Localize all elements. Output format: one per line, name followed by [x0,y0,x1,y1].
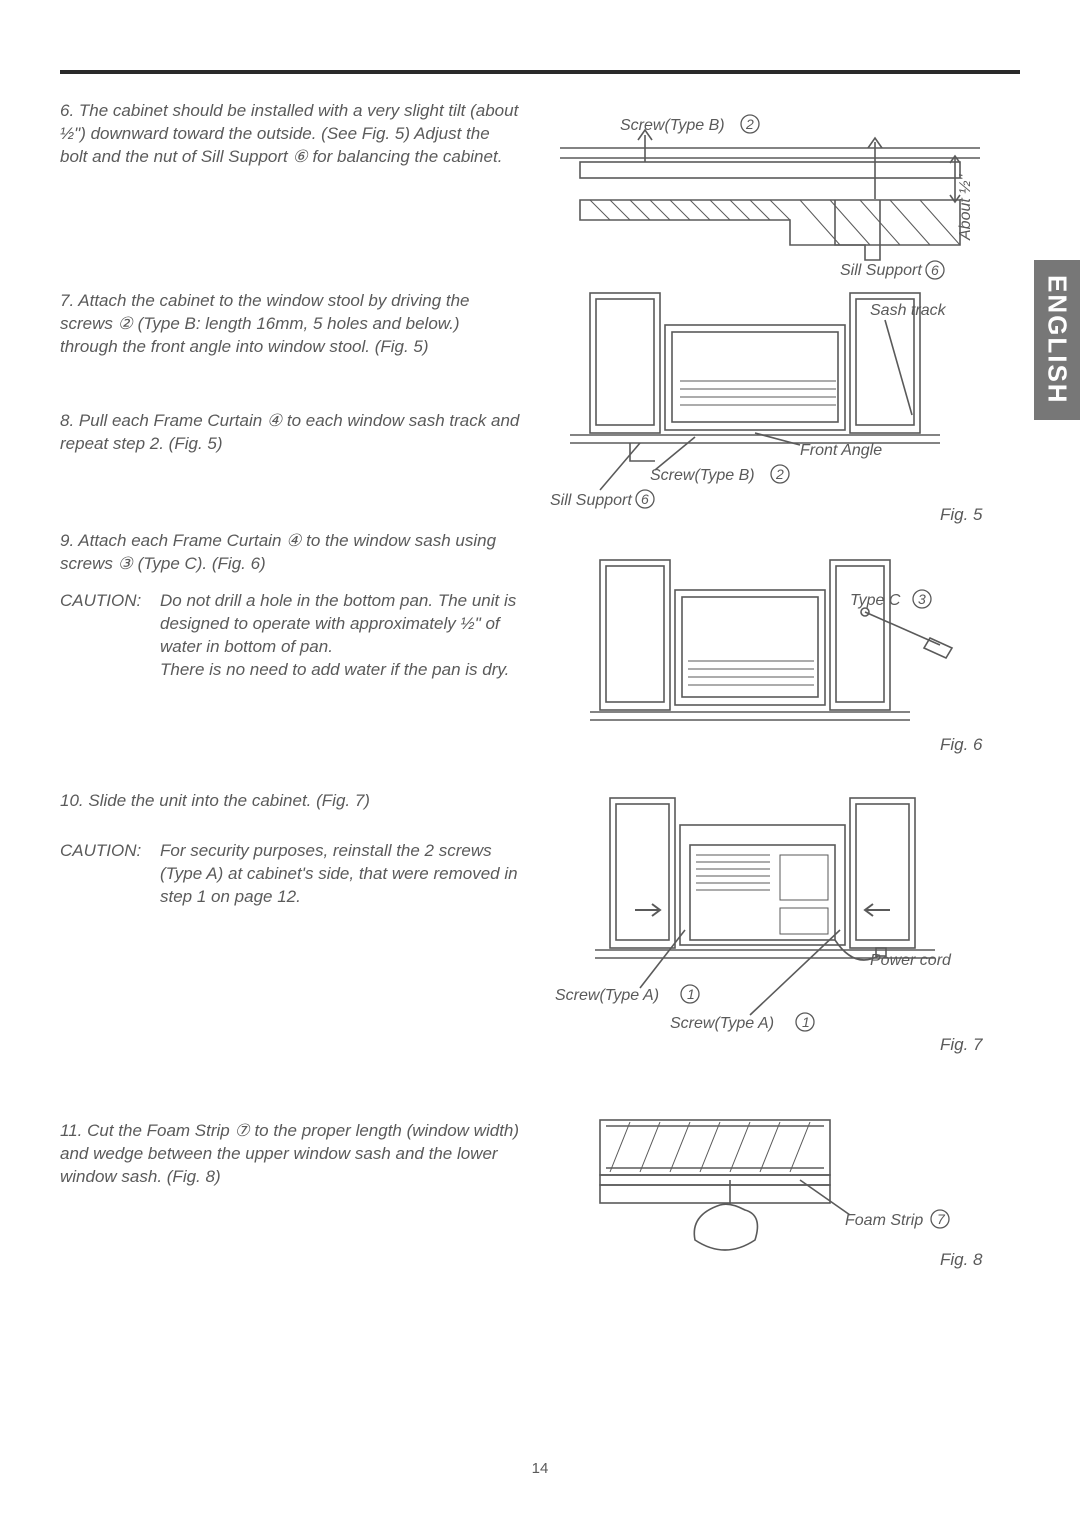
fig5-top-svg: Screw(Type B) 2 About ½" Sill Support 6 [540,100,1000,285]
screw-b-label: Screw(Type B) [650,467,755,484]
caution-2: CAUTION: For security purposes, reinstal… [60,840,520,909]
fig5-caption: Fig. 5 [940,505,983,525]
fig7-caption: Fig. 7 [940,1035,983,1055]
fig5-lower: Sash track Front Angle Screw(Type B) 2 S… [540,285,1000,520]
fig8-svg: Foam Strip 7 [570,1110,990,1265]
step-10: 10. Slide the unit into the cabinet. (Fi… [60,790,520,823]
step-9: 9. Attach each Frame Curtain ④ to the wi… [60,530,520,586]
foam-strip-label: Foam Strip [845,1212,923,1229]
caution-label: CAUTION: [60,590,160,682]
svg-text:1: 1 [687,986,695,1002]
screw-a1-label: Screw(Type A) [555,987,659,1004]
svg-text:6: 6 [641,491,649,507]
caution-body: For security purposes, reinstall the 2 s… [160,840,520,909]
page-container [60,70,1020,92]
fig8-caption: Fig. 8 [940,1250,983,1270]
screw-type-b-label: Screw(Type B) [620,117,725,134]
fig7-svg: Power cord Screw(Type A) 1 Screw(Type A)… [540,790,1000,1035]
language-tab: ENGLISH [1034,260,1080,420]
fig8: Foam Strip 7 [570,1110,990,1265]
svg-text:1: 1 [802,1014,810,1030]
page-number: 14 [532,1460,549,1477]
fig6-svg: Type C 3 [570,550,990,740]
caution-label: CAUTION: [60,840,160,909]
fig6: Type C 3 [570,550,990,740]
svg-text:2: 2 [775,466,784,482]
step-6: 6. The cabinet should be installed with … [60,100,520,179]
step-8: 8. Pull each Frame Curtain ④ to each win… [60,410,520,466]
sash-track-label: Sash track [870,302,947,319]
step-11: 11. Cut the Foam Strip ⑦ to the proper l… [60,1120,520,1199]
fig5-top: Screw(Type B) 2 About ½" Sill Support 6 [540,100,1000,285]
fig6-caption: Fig. 6 [940,735,983,755]
sill-support-label: Sill Support [840,262,922,279]
fig5-lower-svg: Sash track Front Angle Screw(Type B) 2 S… [540,285,1000,520]
screw-a2-label: Screw(Type A) [670,1015,774,1032]
front-angle-label: Front Angle [800,442,882,459]
svg-text:3: 3 [918,591,926,607]
caution-body: Do not drill a hole in the bottom pan. T… [160,590,520,682]
svg-text:2: 2 [745,116,754,132]
sill-support-label: Sill Support [550,492,632,509]
power-cord-label: Power cord [870,952,952,969]
type-c-label: Type C [850,592,901,609]
top-rule [60,70,1020,74]
caution-1: CAUTION: Do not drill a hole in the bott… [60,590,520,682]
step-7: 7. Attach the cabinet to the window stoo… [60,290,520,369]
fig7: Power cord Screw(Type A) 1 Screw(Type A)… [540,790,1000,1035]
svg-text:7: 7 [937,1211,946,1227]
svg-text:6: 6 [931,262,939,278]
